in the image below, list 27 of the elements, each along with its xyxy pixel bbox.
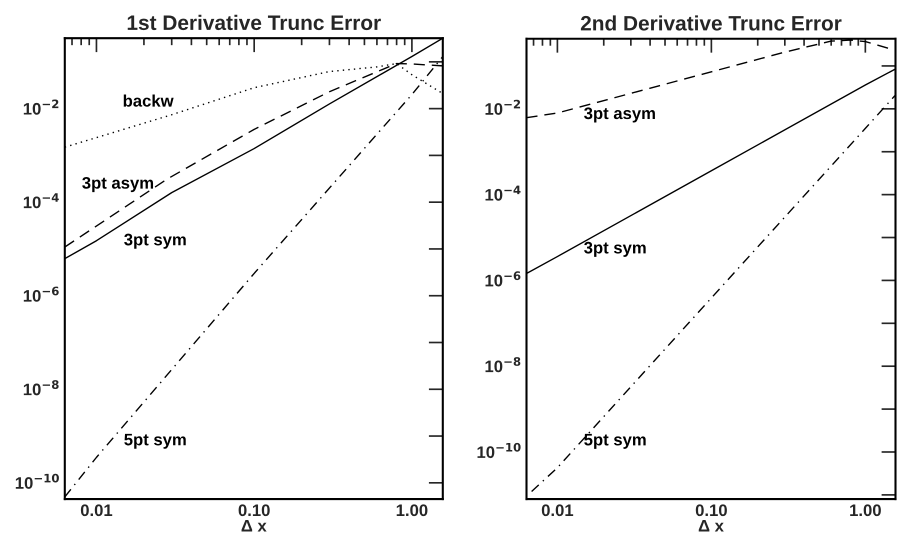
x-tick-label: 0.10 — [238, 504, 270, 516]
series-label: 3pt sym — [584, 242, 646, 257]
y-tick-label: 10$^{−2}$ — [24, 99, 58, 115]
chart-title: 1st Derivative Trunc Error — [128, 14, 381, 30]
x-tick-label: 0.01 — [80, 504, 112, 516]
series-label: 3pt asym — [584, 107, 655, 122]
y-tick-label: 10$^{−4}$ — [486, 186, 521, 201]
y-tick-label: 10$^{−8}$ — [486, 357, 520, 372]
y-tick-label: 10$^{−6}$ — [24, 286, 59, 302]
series-label: 5pt sym — [584, 434, 646, 449]
chart-title: 2nd Derivative Trunc Error — [580, 15, 842, 31]
x-tick-label: 1.00 — [396, 504, 428, 516]
series-label: 5pt sym — [124, 434, 186, 449]
series-label: 3pt sym — [124, 234, 186, 249]
x-tick-label: 0.01 — [542, 504, 574, 516]
x-tick-label: 1.00 — [850, 504, 881, 516]
x-tick-label: 0.10 — [696, 504, 727, 516]
y-tick-label: 10$^{−4}$ — [24, 193, 59, 208]
y-tick-label: 10$^{−10}$ — [16, 474, 59, 489]
y-tick-label: 10$^{−2}$ — [486, 100, 520, 115]
series-label: 3pt asym — [82, 176, 154, 192]
x-axis-title: Δ x — [698, 520, 724, 532]
series-label: backw — [124, 94, 174, 107]
y-tick-label: 10$^{−10}$ — [478, 442, 521, 458]
y-tick-label: 10$^{−6}$ — [486, 271, 520, 286]
x-axis-title: Δ x — [242, 520, 267, 532]
y-tick-label: 10$^{−8}$ — [24, 380, 59, 396]
